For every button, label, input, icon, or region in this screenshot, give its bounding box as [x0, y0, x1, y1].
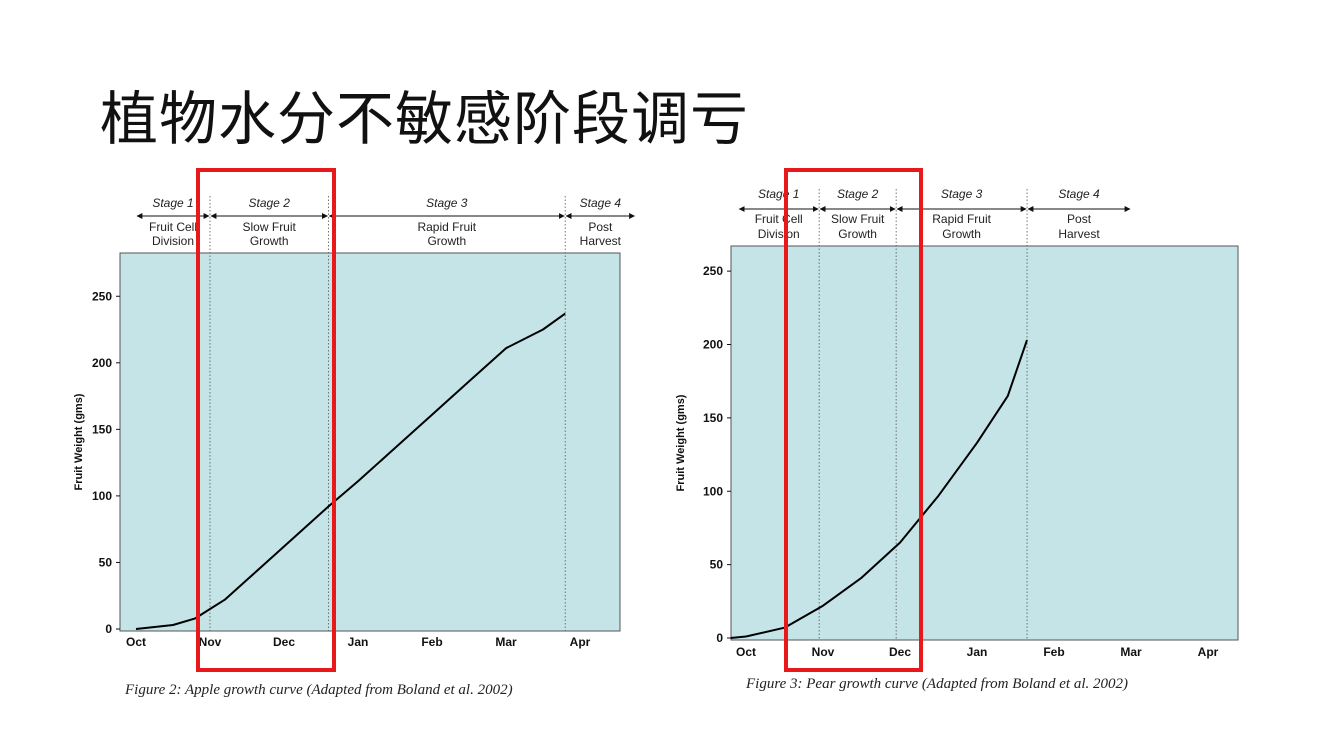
stage-3-desc-line1: Rapid Fruit — [417, 220, 476, 234]
figure-caption: Figure 2: Apple growth curve (Adapted fr… — [124, 682, 513, 698]
stage-4-desc-line2: Harvest — [1058, 227, 1100, 241]
plot-area — [119, 252, 621, 632]
y-axis-label: Fruit Weight (gms) — [675, 394, 687, 491]
plot-area — [730, 245, 1239, 641]
x-tick-label: Jan — [967, 645, 988, 659]
stage-3-desc-line1: Rapid Fruit — [932, 212, 991, 226]
x-tick-label: Mar — [1120, 645, 1142, 659]
x-tick-label: Feb — [1043, 645, 1064, 659]
x-tick-label: Dec — [273, 635, 295, 649]
stage-2-highlight-box — [784, 168, 923, 672]
y-tick-label: 150 — [703, 411, 723, 425]
stage-4-desc-line2: Harvest — [580, 234, 622, 248]
x-tick-label: Nov — [812, 645, 835, 659]
stage-2-desc-line2: Growth — [838, 227, 877, 241]
y-axis-label: Fruit Weight (gms) — [73, 393, 85, 490]
stage-4-title: Stage 4 — [1058, 187, 1100, 201]
stage-1-desc-line2: Division — [152, 234, 194, 248]
x-tick-label: Apr — [1198, 645, 1219, 659]
growth-curve-line — [730, 339, 1028, 639]
y-tick-label: 250 — [703, 264, 723, 278]
stage-1-desc-line2: Division — [758, 227, 800, 241]
y-tick-label: 0 — [716, 631, 723, 645]
y-tick-label: 200 — [92, 356, 112, 370]
x-tick-label: Mar — [495, 635, 517, 649]
stage-3-title: Stage 3 — [941, 187, 983, 201]
x-tick-label: Jan — [348, 635, 369, 649]
stage-1-desc-line1: Fruit Cell — [149, 220, 197, 234]
stage-2-title: Stage 2 — [249, 196, 291, 210]
y-tick-label: 0 — [105, 622, 112, 636]
stage-2-desc-line1: Slow Fruit — [243, 220, 297, 234]
stage-2-desc-line2: Growth — [250, 234, 289, 248]
y-tick-label: 50 — [710, 558, 724, 572]
stage-1-title: Stage 1 — [758, 187, 799, 201]
x-tick-label: Feb — [421, 635, 442, 649]
y-tick-label: 100 — [703, 484, 723, 498]
stage-2-highlight-box — [196, 168, 336, 672]
figure-caption: Figure 3: Pear growth curve (Adapted fro… — [745, 676, 1128, 692]
stage-3-title: Stage 3 — [426, 196, 468, 210]
stage-3-desc-line2: Growth — [427, 234, 466, 248]
y-tick-label: 50 — [99, 555, 113, 569]
stage-4-desc-line1: Post — [588, 220, 613, 234]
x-tick-label: Oct — [126, 635, 146, 649]
x-tick-label: Dec — [889, 645, 911, 659]
y-tick-label: 200 — [703, 338, 723, 352]
stage-4-title: Stage 4 — [580, 196, 622, 210]
y-tick-label: 150 — [92, 422, 112, 436]
slide-title: 植物水分不敏感阶段调亏 — [100, 85, 750, 153]
y-tick-label: 250 — [92, 289, 112, 303]
stage-1-title: Stage 1 — [152, 196, 193, 210]
x-tick-label: Apr — [570, 635, 591, 649]
growth-curve-line — [135, 312, 566, 630]
x-tick-label: Nov — [199, 635, 222, 649]
stage-2-desc-line1: Slow Fruit — [831, 212, 885, 226]
x-tick-label: Oct — [736, 645, 756, 659]
stage-2-title: Stage 2 — [837, 187, 879, 201]
stage-1-desc-line1: Fruit Cell — [755, 212, 803, 226]
y-tick-label: 100 — [92, 489, 112, 503]
stage-3-desc-line2: Growth — [942, 227, 981, 241]
stage-4-desc-line1: Post — [1067, 212, 1092, 226]
